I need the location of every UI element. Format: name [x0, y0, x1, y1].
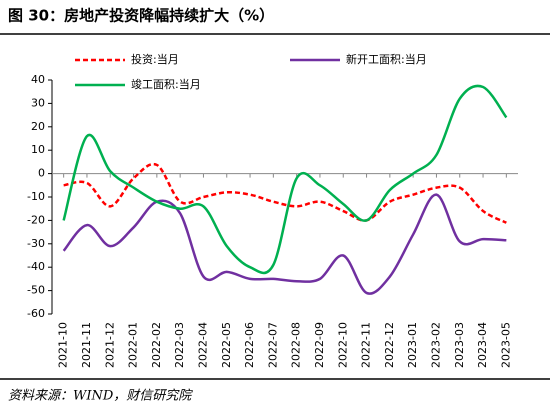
- x-tick-label: 2022-11: [360, 322, 373, 368]
- y-tick-label: 10: [31, 143, 45, 156]
- legend-label: 竣工面积:当月: [131, 77, 201, 91]
- x-tick-label: 2023-02: [429, 322, 442, 368]
- series-line: [62, 193, 507, 295]
- x-tick-label: 2022-06: [243, 322, 256, 368]
- y-tick-label: 40: [31, 73, 45, 86]
- x-tick-label: 2023-01: [406, 322, 419, 368]
- x-tick-label: 2023-05: [499, 322, 512, 368]
- series-line: [62, 84, 508, 275]
- series-line: [63, 162, 507, 224]
- y-tick-label: 20: [31, 120, 45, 133]
- x-tick-label: 2021-12: [103, 322, 116, 368]
- chart-title: 图 30：房地产投资降幅持续扩大（%）: [8, 7, 274, 25]
- y-tick-label: 0: [38, 167, 45, 180]
- y-tick-label: 30: [31, 96, 45, 109]
- x-tick-label: 2022-07: [266, 322, 279, 368]
- legend-label: 新开工面积:当月: [346, 52, 427, 66]
- y-tick-label: -20: [27, 213, 45, 226]
- x-tick-label: 2022-05: [220, 322, 233, 368]
- x-tick-label: 2022-01: [127, 322, 140, 368]
- x-tick-label: 2023-03: [453, 322, 466, 368]
- y-tick-label: -30: [27, 237, 45, 250]
- x-tick-label: 2022-03: [173, 322, 186, 368]
- x-tick-label: 2022-02: [150, 322, 163, 368]
- x-tick-label: 2022-10: [336, 322, 349, 368]
- x-tick-label: 2023-04: [476, 322, 489, 368]
- legend-label: 投资:当月: [131, 52, 179, 66]
- y-tick-label: -10: [27, 190, 45, 203]
- x-tick-label: 2021-10: [57, 322, 70, 368]
- y-tick-label: -40: [27, 260, 45, 273]
- x-tick-label: 2022-04: [196, 322, 209, 368]
- y-tick-label: -60: [27, 307, 45, 320]
- x-tick-label: 2022-12: [383, 322, 396, 368]
- x-tick-label: 2022-08: [290, 322, 303, 368]
- y-tick-label: -50: [27, 284, 45, 297]
- x-tick-label: 2022-09: [313, 322, 326, 368]
- source: 资料来源：WIND，财信研究院: [8, 388, 193, 404]
- x-tick-label: 2021-11: [80, 322, 93, 368]
